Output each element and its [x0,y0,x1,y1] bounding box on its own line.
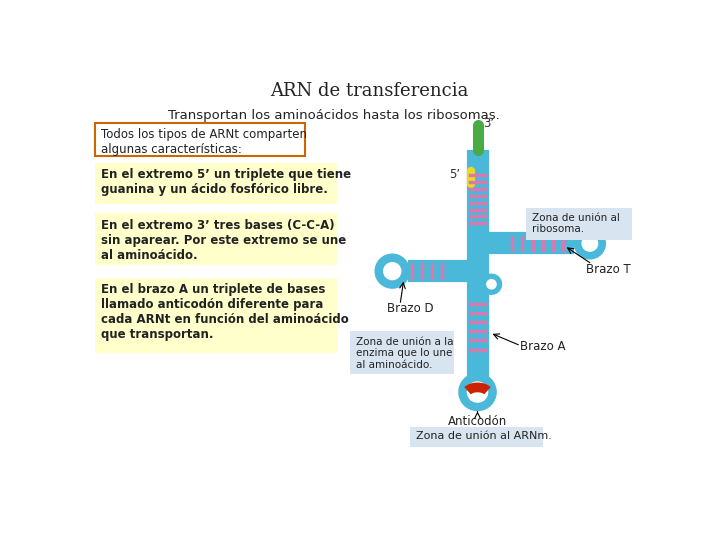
Circle shape [482,274,502,294]
Text: Todos los tipos de ARNt comparten
algunas características:: Todos los tipos de ARNt comparten alguna… [101,128,307,156]
Text: Brazo T: Brazo T [586,264,631,276]
Text: En el extremo 5’ un triplete que tiene
guanina y un ácido fosfórico libre.: En el extremo 5’ un triplete que tiene g… [101,168,351,196]
Text: 3’: 3’ [483,117,494,130]
Circle shape [487,280,496,289]
FancyBboxPatch shape [96,213,337,265]
Circle shape [582,236,598,251]
FancyBboxPatch shape [526,208,631,240]
Circle shape [384,262,401,280]
FancyBboxPatch shape [351,331,454,374]
Text: Zona de unión al ARNm.: Zona de unión al ARNm. [415,431,552,441]
Text: En el brazo A un triplete de bases
llamado anticodón diferente para
cada ARNt en: En el brazo A un triplete de bases llama… [101,284,348,341]
Text: Brazo D: Brazo D [387,302,433,315]
Circle shape [575,228,606,259]
Text: CCC: CCC [469,394,486,403]
Circle shape [459,374,496,410]
FancyBboxPatch shape [96,278,337,353]
Text: En el extremo 3’ tres bases (C-C-A)
sin aparear. Por este extremo se une
al amin: En el extremo 3’ tres bases (C-C-A) sin … [101,219,346,262]
Circle shape [375,254,409,288]
Text: Zona de unión a la
enzima que lo une
al aminoácido.: Zona de unión a la enzima que lo une al … [356,336,454,370]
Text: Zona de unión al
ribosoma.: Zona de unión al ribosoma. [532,213,620,234]
FancyBboxPatch shape [96,163,337,204]
Text: Brazo A: Brazo A [520,340,566,354]
Text: 5’: 5’ [449,167,461,181]
Text: ARN de transferencia: ARN de transferencia [270,82,468,100]
Text: Anticodón: Anticodón [448,415,507,428]
FancyBboxPatch shape [410,427,544,447]
FancyBboxPatch shape [96,123,305,157]
Circle shape [467,382,487,402]
Text: Transportan los aminoácidos hasta los ribosomas.: Transportan los aminoácidos hasta los ri… [168,110,499,123]
